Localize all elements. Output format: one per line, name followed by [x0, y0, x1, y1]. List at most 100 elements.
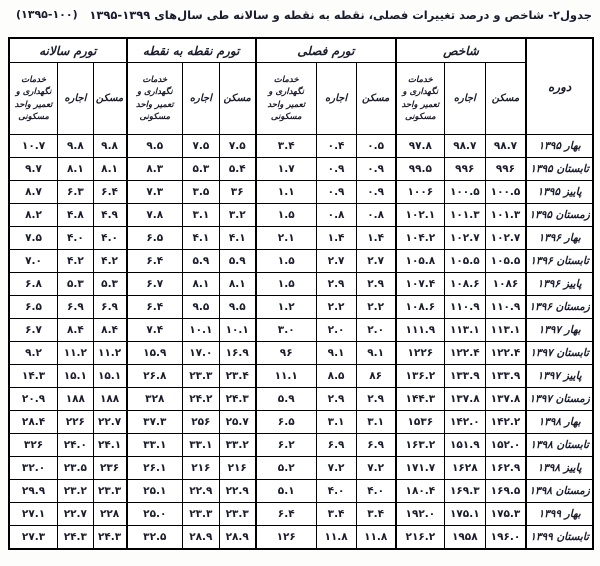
- value-cell: ۳۳.۱: [182, 433, 220, 457]
- value-cell: ۱۶۹.۳: [443, 479, 486, 503]
- group-header-row: دوره شاخص تورم فصلی تورم نقطه به نقطه تو…: [8, 37, 594, 135]
- value-cell: ۸.۱: [218, 272, 257, 296]
- value-cell: ۲۴.۲: [182, 387, 220, 411]
- value-cell: ۹۸.۷: [443, 134, 486, 158]
- value-cell: ۷.۵: [218, 134, 257, 158]
- period-cell: بهار ۱۳۹۸: [525, 410, 594, 434]
- value-cell: ۲۸.۹: [182, 525, 220, 550]
- value-cell: ۲.۰: [355, 318, 397, 342]
- value-cell: ۸۶: [355, 364, 397, 388]
- value-cell: ۱۰.۷: [8, 134, 59, 158]
- period-cell: زمستان ۱۳۹۶: [525, 295, 594, 319]
- sub-header-row: مسکن اجاره خدمات نگهداری و تعمیر واحد مس…: [8, 62, 593, 135]
- value-cell: ۹.۸: [57, 134, 94, 158]
- value-cell: ۸.۱: [92, 157, 128, 181]
- value-cell: ۲۲۸: [92, 502, 128, 526]
- value-cell: ۳.۴: [355, 502, 397, 526]
- value-cell: ۹.۷: [8, 157, 59, 181]
- value-cell: ۲۶.۱: [125, 456, 184, 480]
- value-cell: ۳.۴: [254, 134, 317, 158]
- table-body: بهار ۱۳۹۵ ۹۸.۷ ۹۸.۷ ۹۷.۸ ۰.۵ ۰.۴ ۳.۴ ۷.۵ ۷.۵ ۹.۵ ۹…: [8, 134, 594, 550]
- period-cell: پاییز ۱۳۹۶: [525, 272, 594, 296]
- col-quarterly-housing: مسکن: [355, 62, 397, 135]
- table-row: تابستان ۱۳۹۷ ۱۲۲.۴ ۱۲۲.۴ ۱۲۲۶ ۹.۱ ۹.۱ ۹۶ ۱۶.۹ ۱۷…: [8, 341, 594, 365]
- value-cell: ۱۴۴.۳: [394, 387, 445, 411]
- value-cell: ۱۰۵.۵: [443, 249, 486, 273]
- value-cell: ۱.۱: [254, 180, 317, 204]
- value-cell: ۳۷.۳: [125, 410, 184, 434]
- col-index-services: خدمات نگهداری و تعمیر واحد مسکونی: [394, 62, 445, 135]
- period-cell: تابستان ۱۳۹۷: [525, 341, 594, 365]
- value-cell: ۸.۴: [57, 318, 94, 342]
- value-cell: ۳۲۸: [125, 387, 184, 411]
- value-cell: ۲۱۶: [182, 456, 220, 480]
- period-cell: پاییز ۱۳۹۵: [525, 180, 594, 204]
- value-cell: ۲۷.۳: [8, 525, 59, 550]
- page-title: جدول۲- شاخص و درصد تغییرات فصلی، نقطه به…: [89, 8, 592, 22]
- value-cell: ۴.۲: [92, 249, 128, 273]
- col-group-index: شاخص: [394, 37, 527, 63]
- value-cell: ۳۲.۰: [8, 456, 59, 480]
- col-period: دوره: [525, 37, 594, 135]
- value-cell: ۸.۲: [8, 203, 59, 227]
- value-cell: ۱.۲: [254, 295, 317, 319]
- value-cell: ۷.۸: [125, 203, 184, 227]
- value-cell: ۹۹۶: [484, 157, 527, 181]
- value-cell: ۱۵۳۶: [394, 410, 445, 434]
- period-cell: بهار ۱۳۹۷: [525, 318, 594, 342]
- value-cell: ۷.۴: [125, 318, 184, 342]
- col-group-annual-inflation: تورم سالانه: [8, 37, 128, 63]
- value-cell: ۱۰۲.۷: [484, 226, 527, 250]
- value-cell: ۲۴.۳: [57, 525, 94, 550]
- value-cell: ۲۲.۷: [92, 410, 128, 434]
- value-cell: ۱۸۸: [57, 387, 94, 411]
- value-cell: ۱۹۲.۰: [394, 502, 445, 526]
- value-cell: ۱۸۸: [92, 387, 128, 411]
- value-cell: ۶.۹: [355, 433, 397, 457]
- value-cell: ۱۴.۳: [8, 364, 59, 388]
- value-cell: ۲۵.۰: [125, 502, 184, 526]
- value-cell: ۴.۰: [315, 479, 357, 503]
- value-cell: ۲.۷: [315, 249, 357, 273]
- period-cell: زمستان ۱۳۹۸: [525, 479, 594, 503]
- value-cell: ۲۵.۷: [218, 410, 257, 434]
- value-cell: ۴.۰: [57, 226, 94, 250]
- value-cell: ۶.۸: [8, 272, 59, 296]
- value-cell: ۱۰۸.۶: [443, 272, 486, 296]
- period-cell: تابستان ۱۳۹۶: [525, 249, 594, 273]
- table-row: تابستان ۱۳۹۶ ۱۰۵.۵ ۱۰۵.۵ ۱۰۵.۸ ۲.۷ ۲.۷ ۱.۵ ۵.۹ ۵…: [8, 249, 594, 273]
- value-cell: ۱۰۴.۲: [394, 226, 445, 250]
- value-cell: ۶.۴: [125, 249, 184, 273]
- value-cell: ۸.۷: [8, 180, 59, 204]
- value-cell: ۱۱۰.۹: [443, 295, 486, 319]
- col-quarterly-rent: اجاره: [315, 62, 357, 135]
- value-cell: ۲۳.۳: [182, 502, 220, 526]
- value-cell: ۱۳۳.۹: [443, 364, 486, 388]
- value-cell: ۰.۸: [355, 203, 397, 227]
- value-cell: ۷.۵: [8, 226, 59, 250]
- value-cell: ۵.۹: [254, 387, 317, 411]
- value-cell: ۲.۹: [355, 272, 397, 296]
- value-cell: ۳.۱: [182, 203, 220, 227]
- value-cell: ۵.۱: [254, 479, 317, 503]
- value-cell: ۱۱.۸: [355, 525, 397, 550]
- value-cell: ۵.۹: [218, 249, 257, 273]
- col-index-rent: اجاره: [443, 62, 486, 135]
- value-cell: ۲۲.۹: [218, 479, 257, 503]
- value-cell: ۶.۴: [254, 502, 317, 526]
- value-cell: ۲۳.۲: [57, 479, 94, 503]
- value-cell: ۲.۱: [254, 226, 317, 250]
- value-cell: ۱۴۲.۲: [484, 410, 527, 434]
- table-row: تابستان ۱۳۹۸ ۱۵۲.۰ ۱۵۱.۹ ۱۶۳.۲ ۶.۹ ۶.۹ ۶.۲ ۳۳.۲…: [8, 433, 594, 457]
- value-cell: ۲۶.۸: [125, 364, 184, 388]
- value-cell: ۱۰۱.۳: [484, 203, 527, 227]
- value-cell: ۶.۹: [315, 433, 357, 457]
- value-cell: ۶.۴: [92, 180, 128, 204]
- value-cell: ۳۳.۲: [218, 433, 257, 457]
- value-cell: ۲۳.۴: [218, 364, 257, 388]
- value-cell: ۹.۱: [315, 341, 357, 365]
- value-cell: ۲.۹: [315, 387, 357, 411]
- value-cell: ۴.۹: [92, 203, 128, 227]
- value-cell: ۱.۵: [254, 203, 317, 227]
- value-cell: ۹.۵: [125, 134, 184, 158]
